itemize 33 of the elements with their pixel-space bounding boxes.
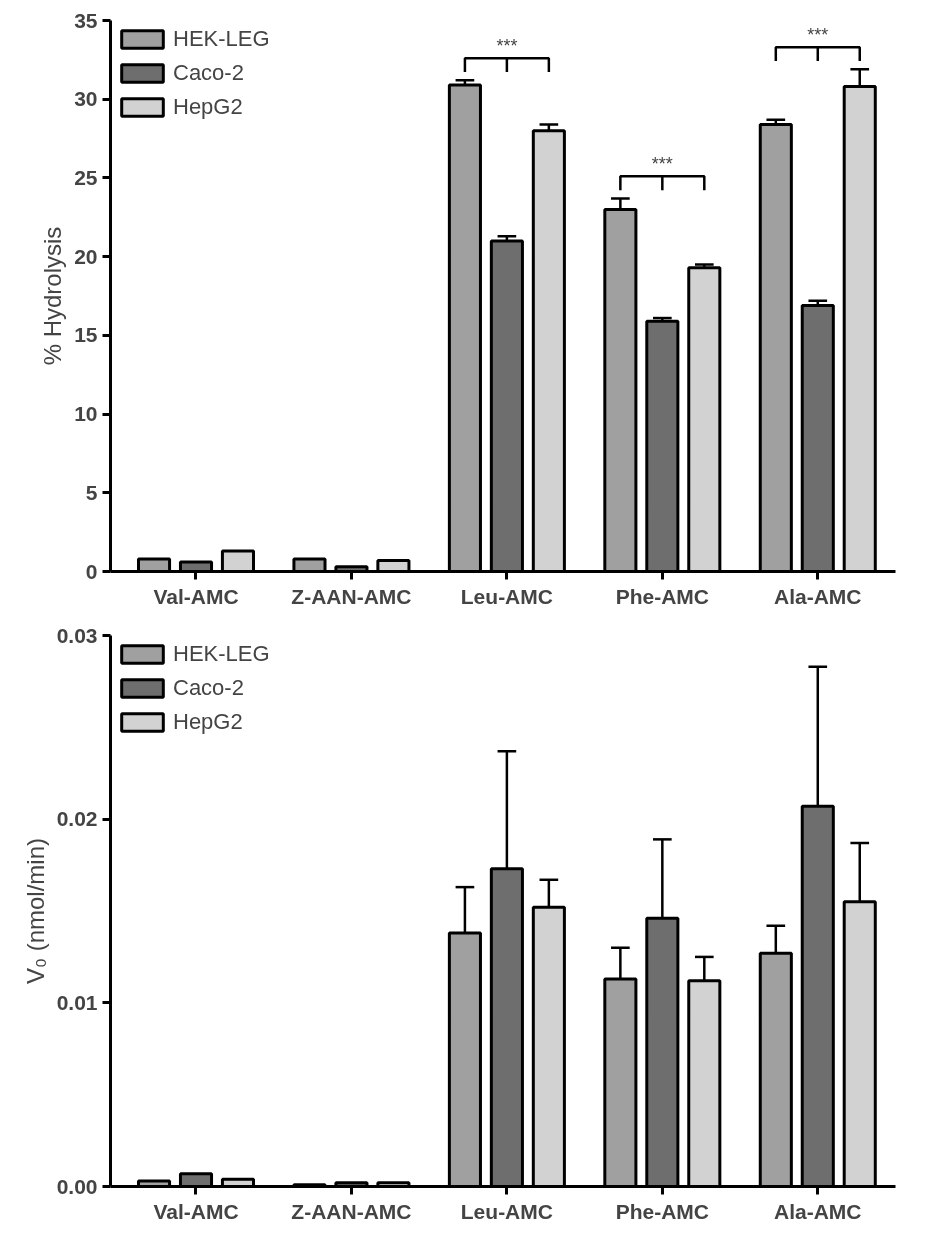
x-tick-label: Val-AMC: [153, 584, 239, 608]
x-tick-label: Z-AAN-AMC: [291, 584, 412, 608]
x-tick-label: Ala-AMC: [774, 584, 862, 608]
y-tick-label: 20: [74, 244, 98, 268]
y-tick-label: 0.00: [56, 1174, 98, 1198]
y-tick-label: 30: [74, 87, 98, 111]
y-axis-title: % Hydrolysis: [39, 226, 67, 366]
annotation: ***: [496, 36, 518, 57]
x-tick-label: Ala-AMC: [774, 1199, 862, 1223]
legend-label: HEK-LEG: [173, 641, 270, 667]
annotation: ***: [651, 154, 673, 175]
x-tick-label: Z-AAN-AMC: [291, 1199, 412, 1223]
y-tick-label: 15: [74, 323, 98, 347]
legend-label: HEK-LEG: [173, 26, 270, 52]
y-tick-label: 0.01: [56, 990, 98, 1014]
x-tick-label: Phe-AMC: [615, 1199, 710, 1223]
y-tick-label: 5: [85, 480, 98, 504]
x-tick-label: Leu-AMC: [460, 1199, 553, 1223]
legend-label: HepG2: [173, 94, 243, 120]
annotation: ***: [807, 25, 829, 46]
legend-label: HepG2: [173, 709, 243, 735]
y-tick-label: 0: [85, 559, 98, 583]
x-tick-label: Val-AMC: [153, 1199, 239, 1223]
y-tick-label: 0.02: [56, 807, 98, 831]
x-tick-label: Phe-AMC: [615, 584, 710, 608]
y-tick-label: 10: [74, 402, 98, 426]
y-tick-label: 0.03: [56, 623, 98, 647]
y-tick-label: 35: [74, 8, 98, 32]
legend-label: Caco-2: [173, 675, 244, 701]
legend-label: Caco-2: [173, 60, 244, 86]
y-tick-label: 25: [74, 165, 98, 189]
y-axis-title: V₀ (nmol/min): [21, 838, 49, 984]
x-tick-label: Leu-AMC: [460, 584, 553, 608]
